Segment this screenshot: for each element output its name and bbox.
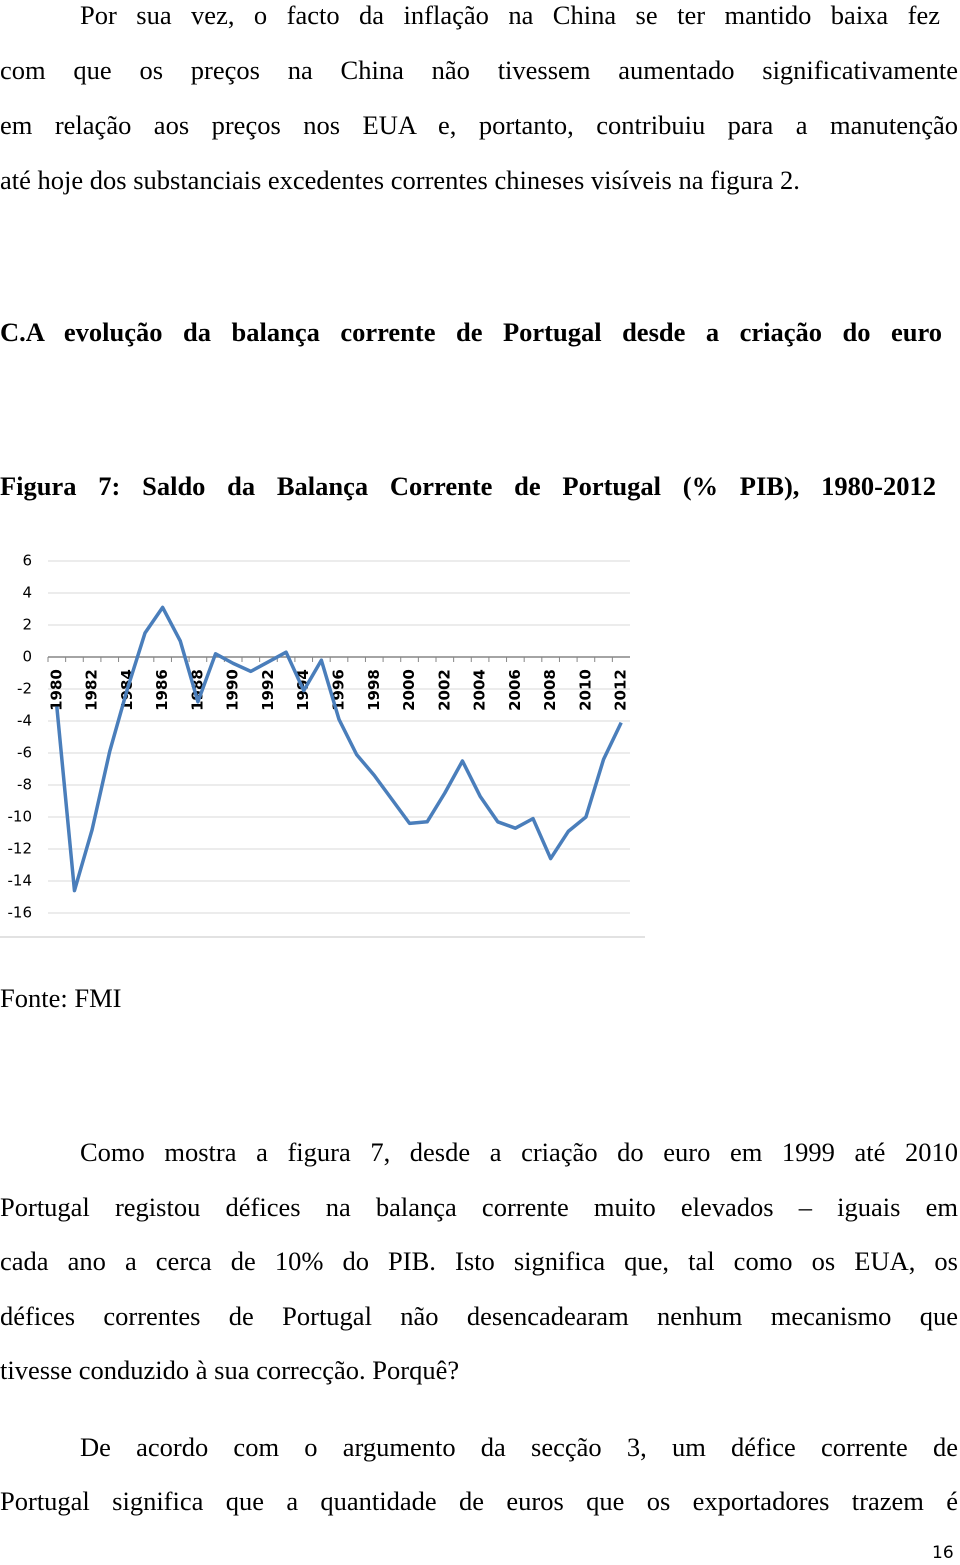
y-tick-label: -4 <box>17 712 32 730</box>
text-line: em relação aos preços nos EUA e, portant… <box>0 110 958 140</box>
figure-caption: Figura 7: Saldo da Balança Corrente de P… <box>0 471 936 501</box>
text-line: com que os preços na China não tivessem … <box>0 55 958 85</box>
x-tick-label: 2002 <box>435 669 453 711</box>
x-tick-label: 2004 <box>471 669 489 711</box>
text-line: Como mostra a figura 7, desde a criação … <box>80 1137 958 1167</box>
text-line: até hoje dos substanciais excedentes cor… <box>0 165 800 195</box>
y-tick-label: 6 <box>22 552 32 570</box>
x-tick-label: 2012 <box>612 669 630 711</box>
x-tick-label: 1990 <box>224 669 242 711</box>
x-tick-label: 2006 <box>506 669 524 711</box>
data-line <box>55 605 623 893</box>
text-line: Portugal significa que a quantidade de e… <box>0 1486 958 1516</box>
x-tick-label: 2008 <box>541 669 559 711</box>
x-tick-label: 2010 <box>576 669 594 711</box>
text-line: Por sua vez, o facto da inflação na Chin… <box>80 0 940 30</box>
y-tick-label: -2 <box>17 680 32 698</box>
section-heading: C.A evolução da balança corrente de Port… <box>0 317 942 347</box>
y-tick-label: -12 <box>8 840 33 858</box>
text-line: tivesse conduzido à sua correcção. Porqu… <box>0 1355 460 1385</box>
y-tick-label: 0 <box>22 648 32 666</box>
y-tick-label: -10 <box>8 808 33 826</box>
x-tick-label: 1980 <box>47 669 65 711</box>
y-tick-label: -14 <box>8 872 33 890</box>
source-note: Fonte: FMI <box>0 983 122 1013</box>
x-tick-label: 1998 <box>365 669 383 711</box>
text-line: cada ano a cerca de 10% do PIB. Isto sig… <box>0 1246 958 1276</box>
text-line: défices correntes de Portugal não desenc… <box>0 1301 958 1331</box>
y-tick-label: -8 <box>17 776 32 794</box>
x-tick-label: 1982 <box>83 669 101 711</box>
x-tick-label: 1992 <box>259 669 277 711</box>
page-number: 16 <box>932 1543 954 1563</box>
y-tick-label: 4 <box>22 584 32 602</box>
x-tick-label: 1986 <box>153 669 171 711</box>
x-tick-label: 1996 <box>330 669 348 711</box>
y-tick-label: 2 <box>22 616 32 634</box>
y-tick-label: -16 <box>8 904 33 922</box>
text-line: Portugal registou défices na balança cor… <box>0 1192 958 1222</box>
text-line: De acordo com o argumento da secção 3, u… <box>80 1432 958 1462</box>
y-tick-label: -6 <box>17 744 32 762</box>
x-tick-label: 2000 <box>400 669 418 711</box>
